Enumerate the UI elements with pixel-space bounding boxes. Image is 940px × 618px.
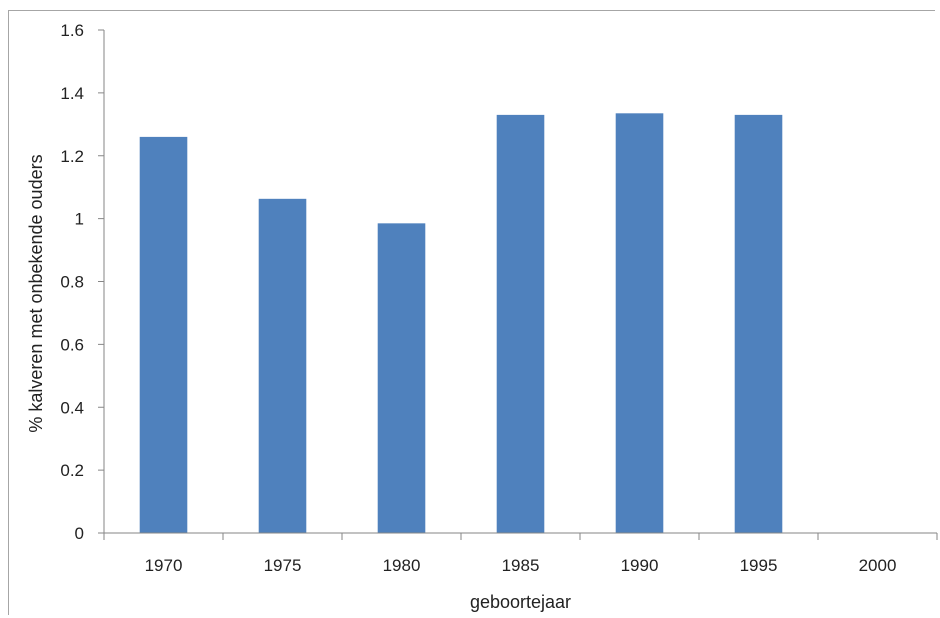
x-tick-label: 2000 [859, 556, 897, 575]
y-tick-label: 1 [75, 210, 84, 229]
x-tick-label: 1990 [621, 556, 659, 575]
x-tick-label: 1970 [145, 556, 183, 575]
y-axis-label: % kalveren met onbekende ouders [26, 154, 46, 432]
y-tick-label: 1.2 [60, 147, 84, 166]
bar-1970 [139, 136, 188, 533]
x-axis-ticks: 1970 1975 1980 1985 1990 1995 2000 [103, 533, 938, 575]
bar-1995 [734, 114, 783, 533]
bars [139, 113, 783, 533]
y-tick-label: 1.6 [60, 21, 84, 40]
y-tick-label: 0.8 [60, 273, 84, 292]
x-tick-label: 1995 [740, 556, 778, 575]
y-tick-label: 1.4 [60, 84, 84, 103]
x-tick-label: 1985 [502, 556, 540, 575]
y-tick-label: 0 [75, 524, 84, 543]
y-tick-label: 0.6 [60, 335, 84, 354]
x-axis-label: geboortejaar [470, 592, 571, 612]
bar-1990 [615, 113, 664, 533]
y-tick-label: 0.4 [60, 398, 84, 417]
bar-1985 [496, 114, 545, 533]
x-tick-label: 1980 [383, 556, 421, 575]
y-tick-label: 0.2 [60, 461, 84, 480]
x-tick-label: 1975 [264, 556, 302, 575]
bar-1980 [377, 223, 426, 533]
bar-1975 [258, 198, 307, 533]
y-axis-ticks: 0 0.2 0.4 0.6 0.8 1 1.2 1.4 1.6 [60, 21, 104, 543]
chart-frame [8, 10, 935, 615]
